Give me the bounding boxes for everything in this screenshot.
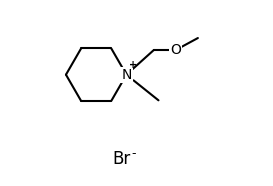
Text: O: O: [170, 43, 181, 57]
Text: +: +: [129, 60, 137, 70]
Text: -: -: [132, 147, 136, 160]
Text: N: N: [121, 68, 132, 82]
Text: Br: Br: [113, 150, 131, 168]
